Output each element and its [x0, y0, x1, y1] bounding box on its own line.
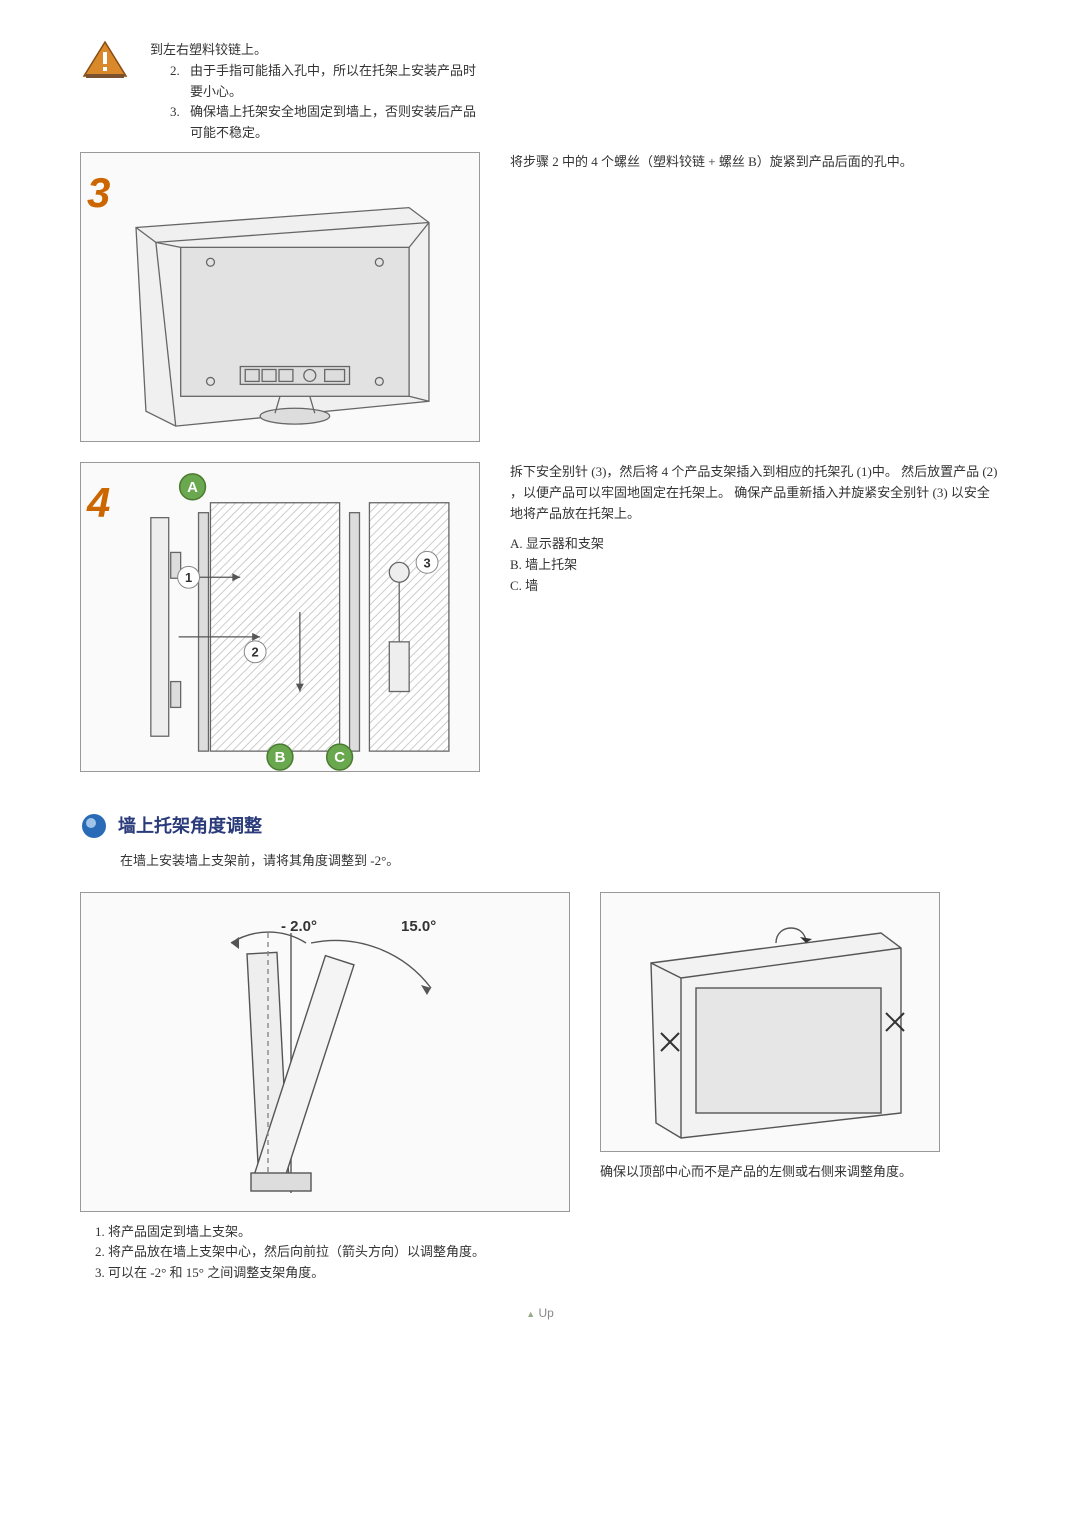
warning-item: 2.由于手指可能插入孔中，所以在托架上安装产品时要小心。 [170, 61, 480, 103]
warning-pre: 到左右塑料铰链上。 [150, 40, 480, 61]
section-header: 墙上托架角度调整 [80, 812, 1000, 841]
warning-icon [80, 40, 130, 80]
up-link[interactable]: ▲ Up [80, 1304, 1000, 1323]
list-item: 可以在 -2° 和 15° 之间调整支架角度。 [108, 1263, 570, 1284]
angle-row: - 2.0° 15.0° 将产品固定到墙上支架。 将产品放在墙上支架中心，然后向… [80, 892, 1000, 1284]
step3-row: 3 [80, 152, 1000, 442]
step4-legend: A. 显示器和支架 B. 墙上托架 C. 墙 [510, 534, 1000, 596]
list-item: 将产品固定到墙上支架。 [108, 1222, 570, 1243]
legend-item: A. 显示器和支架 [510, 534, 1000, 555]
section-title: 墙上托架角度调整 [118, 812, 262, 841]
angle-right-caption: 确保以顶部中心而不是产品的左侧或右侧来调整角度。 [600, 1162, 1000, 1183]
svg-text:3: 3 [423, 555, 430, 570]
step4-image: 4 [80, 462, 480, 772]
step3-image: 3 [80, 152, 480, 442]
svg-text:2: 2 [252, 645, 259, 660]
section-note: 在墙上安装墙上支架前，请将其角度调整到 -2°。 [120, 851, 1000, 872]
list-item: 将产品放在墙上支架中心，然后向前拉（箭头方向）以调整角度。 [108, 1242, 570, 1263]
warning-item: 3.确保墙上托架安全地固定到墙上，否则安装后产品可能不稳定。 [170, 102, 480, 144]
svg-text:- 2.0°: - 2.0° [281, 918, 317, 935]
up-triangle-icon: ▲ [526, 1309, 535, 1319]
step4-row: 4 [80, 462, 1000, 772]
svg-text:C: C [334, 750, 345, 766]
step4-badge: 4 [87, 469, 110, 536]
svg-text:1: 1 [185, 570, 192, 585]
svg-text:A: A [187, 480, 198, 496]
svg-text:B: B [275, 750, 286, 766]
warning-text: 到左右塑料铰链上。 2.由于手指可能插入孔中，所以在托架上安装产品时要小心。 3… [150, 40, 480, 144]
step3-desc: 将步骤 2 中的 4 个螺丝（塑料铰链 + 螺丝 B）旋紧到产品后面的孔中。 [510, 152, 1000, 173]
bullet-icon [80, 812, 108, 840]
step4-desc: 拆下安全别针 (3)，然后将 4 个产品支架插入到相应的托架孔 (1)中。 然后… [510, 462, 1000, 524]
svg-text:15.0°: 15.0° [401, 918, 436, 935]
step3-badge: 3 [87, 159, 110, 226]
legend-item: B. 墙上托架 [510, 555, 1000, 576]
warning-block: 到左右塑料铰链上。 2.由于手指可能插入孔中，所以在托架上安装产品时要小心。 3… [80, 40, 1000, 144]
angle-right-image [600, 892, 940, 1152]
angle-left-image: - 2.0° 15.0° [80, 892, 570, 1212]
legend-item: C. 墙 [510, 576, 1000, 597]
up-label: Up [538, 1306, 553, 1320]
angle-left-list: 将产品固定到墙上支架。 将产品放在墙上支架中心，然后向前拉（箭头方向）以调整角度… [80, 1222, 570, 1284]
